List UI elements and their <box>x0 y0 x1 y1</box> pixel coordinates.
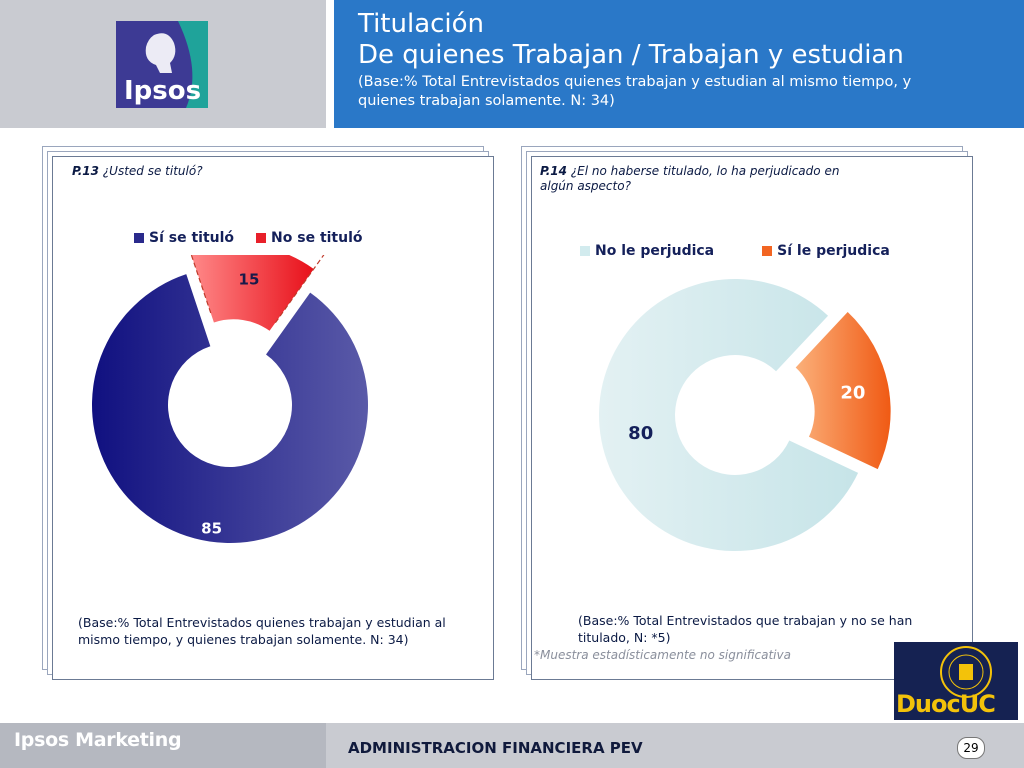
donut-slice-no-le-perjudica <box>599 279 859 551</box>
donut-data-label-1: 20 <box>840 382 865 403</box>
left-base-note-2: mismo tiempo, y quienes trabajan solamen… <box>78 632 409 647</box>
right-question-text-2: algún aspecto? <box>540 179 631 193</box>
right-question: P.14 ¿El no haberse titulado, lo ha perj… <box>540 164 839 194</box>
duoc-seal-icon <box>940 646 992 698</box>
legend-label-si-titulo: Sí se tituló <box>149 230 235 246</box>
left-base-note: (Base:% Total Entrevistados quienes trab… <box>78 614 446 648</box>
donut-data-label-1: 15 <box>239 270 260 288</box>
ipsos-logo: Ipsos <box>116 21 208 108</box>
right-base-note: (Base:% Total Entrevistados que trabajan… <box>578 612 912 646</box>
left-question-text: ¿Usted se tituló? <box>102 164 203 178</box>
legend-label-no-titulo: No se tituló <box>271 230 363 246</box>
right-base-note-1: (Base:% Total Entrevistados que trabajan… <box>578 613 913 628</box>
right-question-number: P.14 <box>540 164 567 178</box>
right-legend: No le perjudica Sí le perjudica <box>580 243 890 259</box>
donut-chart-perjuicio: 80 20 <box>599 279 891 551</box>
header-divider <box>326 0 334 128</box>
legend-item-no-titulo: No se tituló <box>256 230 363 246</box>
legend-swatch-no-perjudica <box>580 246 590 256</box>
legend-swatch-si-perjudica <box>762 246 773 256</box>
donut-slice-s-le-perjudica <box>795 312 891 470</box>
legend-item-si-perjudica: Sí le perjudica <box>762 243 890 259</box>
donut-slice-s-se-titul- <box>92 274 369 543</box>
donut-chart-titulacion: 85 15 <box>92 255 369 543</box>
right-base-note-2: titulado, N: *5) <box>578 630 671 645</box>
page-number: 29 <box>957 737 985 759</box>
footer-brand: Ipsos Marketing <box>14 729 182 751</box>
svg-text:Ipsos: Ipsos <box>124 76 201 106</box>
header-title-band <box>334 0 1024 128</box>
slide-title-block: Titulación De quienes Trabajan / Trabaja… <box>358 8 998 111</box>
footer-left-band <box>0 723 326 768</box>
legend-swatch-si-titulo <box>134 233 144 243</box>
slide-title: Titulación <box>358 9 485 39</box>
significance-note: *Muestra estadísticamente no significati… <box>534 648 791 662</box>
slide-base-note-2: quienes trabajan solamente. N: 34) <box>358 93 615 109</box>
legend-label-si-perjudica: Sí le perjudica <box>777 243 890 259</box>
left-legend: Sí se tituló No se tituló <box>134 230 363 246</box>
donut-slice-no-se-titul- <box>191 255 314 331</box>
legend-item-si-titulo: Sí se tituló <box>134 230 234 246</box>
left-question-number: P.13 <box>72 164 99 178</box>
right-question-text-1: ¿El no haberse titulado, lo ha perjudica… <box>570 164 840 178</box>
left-question: P.13 ¿Usted se tituló? <box>72 164 203 179</box>
duoc-uc-logo <box>894 642 1018 720</box>
legend-label-no-perjudica: No le perjudica <box>595 243 715 259</box>
donut-data-label-0: 80 <box>628 423 653 444</box>
donut-data-label-0: 85 <box>201 520 222 538</box>
footer-course-title: ADMINISTRACION FINANCIERA PEV <box>348 739 643 757</box>
slide-subtitle: De quienes Trabajan / Trabajan y estudia… <box>358 40 904 70</box>
legend-swatch-no-titulo <box>256 233 267 243</box>
legend-item-no-perjudica: No le perjudica <box>580 243 714 259</box>
slide-base-note-1: (Base:% Total Entrevistados quienes trab… <box>358 74 912 90</box>
left-base-note-1: (Base:% Total Entrevistados quienes trab… <box>78 615 446 630</box>
duoc-uc-logo-text: DuocUC <box>896 690 996 718</box>
